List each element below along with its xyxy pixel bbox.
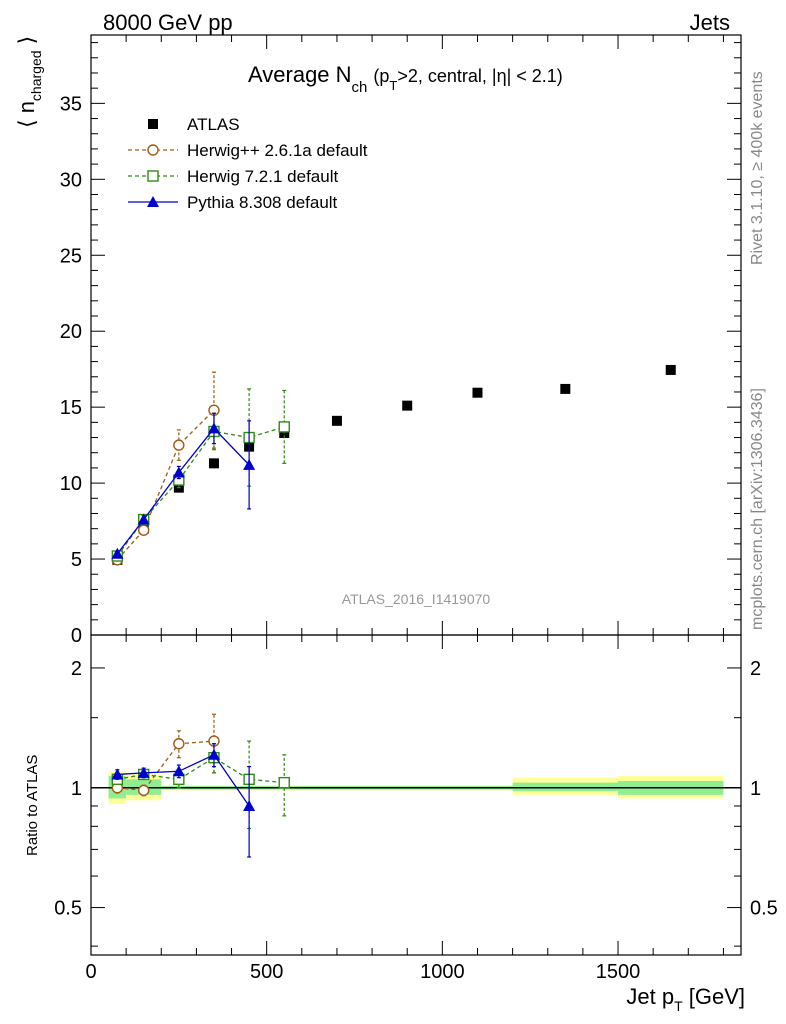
title-rest: >2, central, |η| < 2.1) [397, 66, 562, 86]
main-series-3 [111, 412, 256, 559]
chart-title: Average Nch (pT>2, central, |η| < 2.1) [248, 62, 563, 96]
main-panel-axes: 0 5 10 15 20 25 30 35 [60, 34, 742, 647]
ratio-point [137, 766, 150, 778]
main-y-tick-label: 25 [60, 245, 82, 267]
ratio-y-tick-label: 0.5 [54, 898, 82, 920]
ylabel-top: ⟨ ncharged ⟩ [14, 36, 44, 128]
ratio-y-tick-label: 2 [71, 658, 82, 680]
ratio-y-tick-label-right: 2 [750, 658, 761, 680]
ratio-point [138, 784, 150, 797]
main-y-tick-label: 30 [60, 169, 82, 191]
legend-entry-3: Pythia 8.308 default [128, 193, 338, 212]
ratio-panel-series [111, 713, 290, 858]
main-point [243, 458, 256, 470]
title-sub-t: T [389, 78, 397, 93]
ratio-panel-frame [90, 634, 742, 956]
main-point [472, 387, 483, 398]
ylabel-top-main: ⟨ n [14, 101, 39, 128]
main-series-line [116, 426, 285, 557]
main-point [560, 383, 571, 394]
xlabel-sub: T [674, 998, 683, 1014]
xlabel-unit: [GeV] [683, 984, 745, 1009]
main-panel-series [111, 364, 676, 566]
title-paren: (p [373, 66, 389, 86]
xlabel-main: Jet p [626, 984, 674, 1009]
legend-entry-0: ATLAS [148, 115, 240, 134]
main-y-tick-label: 35 [60, 93, 82, 115]
main-series-line [116, 409, 215, 561]
x-tick-label: 1500 [596, 961, 641, 983]
ratio-panel-axes: 0 500 1000 1500 0.5 0.5 1 1 2 2 [54, 634, 778, 983]
title-main: Average N [248, 62, 352, 87]
main-series-1 [111, 371, 220, 566]
main-series-2 [111, 388, 290, 562]
legend-label: ATLAS [187, 115, 240, 134]
main-point [402, 400, 413, 411]
ratio-point [111, 768, 124, 780]
main-point [138, 524, 150, 536]
legend-marker [148, 119, 158, 129]
header-right: Jets [690, 10, 730, 35]
main-y-tick-label: 0 [71, 625, 82, 647]
main-y-tick-label: 20 [60, 321, 82, 343]
svg-text:Average Nch(pT>2, central, |η|: Average Nch (pT>2, central, |η| < 2.1) [248, 62, 563, 96]
band-inner-3 [512, 782, 619, 792]
main-y-tick-label: 5 [71, 549, 82, 571]
legend-entry-1: Herwig++ 2.6.1a default [128, 141, 368, 160]
ratio-y-tick-label-right: 1 [750, 778, 761, 800]
x-tick-label: 1000 [420, 961, 465, 983]
rivet-label: Rivet 3.1.10, ≥ 400k events [749, 71, 766, 265]
legend-marker [147, 170, 159, 182]
main-series-0 [112, 364, 676, 565]
legend: ATLAS Herwig++ 2.6.1a default Herwig 7.2.1… [128, 115, 368, 212]
xlabel: Jet pT [GeV] [626, 984, 745, 1014]
ratio-series-2 [111, 743, 256, 858]
legend-marker [147, 144, 159, 156]
ratio-point [243, 799, 256, 811]
legend-marker [147, 196, 159, 207]
main-point [331, 415, 342, 426]
legend-label: Pythia 8.308 default [187, 193, 338, 212]
ratio-y-tick-label-right: 0.5 [750, 898, 778, 920]
main-point [172, 466, 185, 478]
ratio-point [173, 738, 185, 750]
x-tick-label: 500 [250, 961, 283, 983]
x-tick-label: 0 [85, 961, 96, 983]
watermark: ATLAS_2016_I1419070 [342, 591, 491, 607]
ratio-point [278, 776, 290, 789]
ratio-series-0 [111, 713, 220, 797]
ylabel-top-sub: charged [28, 50, 44, 101]
main-point [665, 364, 676, 375]
ratio-y-tick-label: 1 [71, 778, 82, 800]
main-point [137, 513, 150, 525]
ratio-point [207, 748, 220, 760]
ylabel-top-close: ⟩ [14, 36, 39, 51]
mcplots-label: mcplots.cern.ch [arXiv:1306.3436] [749, 388, 766, 630]
title-sub-ch: ch [352, 79, 368, 96]
legend-entry-2: Herwig 7.2.1 default [128, 167, 338, 186]
main-point [208, 458, 219, 469]
main-y-tick-label: 15 [60, 397, 82, 419]
main-point [207, 422, 220, 434]
main-y-tick-label: 10 [60, 473, 82, 495]
main-point [278, 421, 290, 433]
legend-label: Herwig++ 2.6.1a default [187, 141, 368, 160]
main-point [173, 439, 185, 451]
header-left: 8000 GeV pp [103, 10, 233, 35]
legend-label: Herwig 7.2.1 default [187, 167, 338, 186]
main-point [111, 547, 124, 559]
ratio-point [172, 765, 185, 777]
ylabel-bottom: Ratio to ATLAS [24, 755, 41, 856]
